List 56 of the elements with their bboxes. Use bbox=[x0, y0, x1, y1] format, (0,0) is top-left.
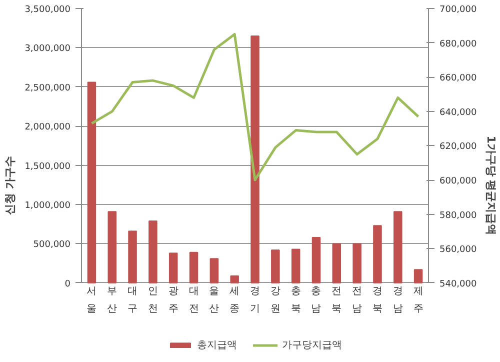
x-tick-label: 경남 bbox=[392, 286, 403, 315]
x-tick-label: 전남 bbox=[352, 286, 362, 315]
bar bbox=[394, 211, 402, 284]
bar bbox=[414, 269, 423, 284]
legend-label: 가구당지급액 bbox=[282, 339, 342, 352]
y2-tick-label: 620,000 bbox=[440, 142, 477, 152]
bar bbox=[291, 248, 300, 284]
x-tick-label: 세종 bbox=[230, 286, 240, 315]
y-tick-label: 500,000 bbox=[33, 240, 71, 250]
bar bbox=[352, 243, 362, 284]
x-tick-label: 광주 bbox=[168, 286, 178, 315]
x-tick-label: 부산 bbox=[107, 286, 118, 315]
x-tick-label: 전북 bbox=[332, 286, 342, 315]
y2-tick-label: 680,000 bbox=[440, 39, 477, 50]
bar bbox=[332, 243, 342, 284]
y-tick-label: 3,000,000 bbox=[24, 44, 71, 54]
bar bbox=[210, 258, 219, 284]
bar bbox=[189, 252, 198, 284]
x-tick-label: 경기 bbox=[250, 286, 260, 315]
x-tick-label: 대전 bbox=[188, 286, 199, 315]
x-tick-label: 강원 bbox=[270, 286, 280, 315]
bar bbox=[271, 249, 280, 284]
bar bbox=[250, 35, 260, 284]
y2-tick-label: 580,000 bbox=[440, 210, 477, 221]
y-axis-title: 신청 가구수 bbox=[4, 156, 17, 215]
y2-tick-label: 560,000 bbox=[440, 245, 477, 256]
y2-tick-label: 640,000 bbox=[440, 108, 477, 118]
bar bbox=[128, 230, 137, 284]
x-tick-label: 서울 bbox=[86, 286, 97, 315]
bar bbox=[312, 236, 321, 284]
y2-axis-title: 1가구당 평균지급액 bbox=[484, 136, 498, 236]
y2-tick-label: 540,000 bbox=[440, 279, 477, 290]
y-tick-label: 2,000,000 bbox=[24, 122, 71, 133]
bar bbox=[230, 275, 239, 284]
y-tick-label: 3,500,000 bbox=[24, 5, 71, 15]
x-tick-label: 대구 bbox=[128, 286, 138, 315]
y-tick-label: 1,500,000 bbox=[24, 162, 71, 172]
x-tick-label: 충북 bbox=[290, 286, 301, 315]
y2-tick-label: 660,000 bbox=[440, 74, 477, 84]
x-tick-label: 인천 bbox=[148, 286, 158, 315]
x-tick-label: 울산 bbox=[209, 286, 220, 315]
y-tick-label: 0 bbox=[64, 279, 71, 290]
y2-tick-label: 700,000 bbox=[440, 5, 477, 15]
x-tick-label: 경북 bbox=[372, 286, 382, 315]
bar bbox=[87, 82, 96, 284]
bar bbox=[148, 220, 158, 284]
x-tick-label: 충남 bbox=[311, 286, 322, 315]
x-tick-label: 제주 bbox=[413, 286, 424, 315]
bar bbox=[373, 225, 382, 284]
legend-label: 총지급액 bbox=[197, 339, 237, 352]
y-tick-label: 1,000,000 bbox=[24, 201, 71, 212]
bar bbox=[168, 252, 178, 284]
y2-tick-label: 600,000 bbox=[440, 176, 477, 187]
y-tick-label: 2,500,000 bbox=[24, 83, 71, 94]
line-series bbox=[90, 32, 420, 182]
bar bbox=[108, 211, 116, 284]
